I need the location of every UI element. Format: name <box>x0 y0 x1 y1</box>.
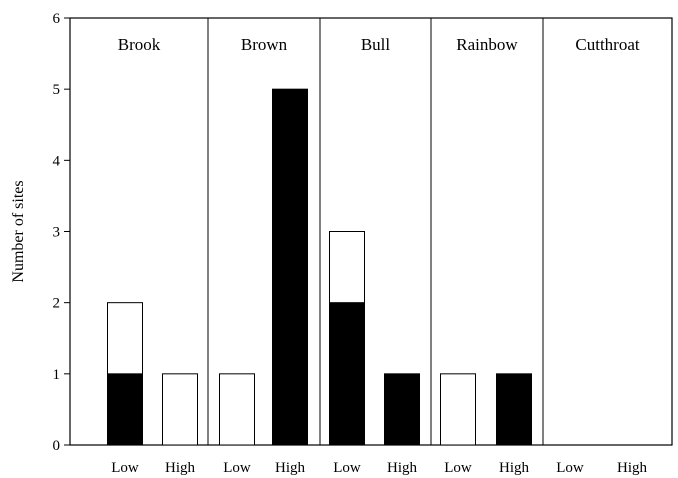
panel-label: Rainbow <box>456 35 518 54</box>
panel-label: Brown <box>241 35 288 54</box>
y-tick-label: 4 <box>53 153 61 169</box>
x-category-label: Low <box>444 460 472 476</box>
x-category-label: Low <box>111 460 139 476</box>
y-tick-label: 1 <box>53 367 61 383</box>
panel-label: Cutthroat <box>575 35 639 54</box>
x-category-label: High <box>165 460 196 476</box>
x-category-label: High <box>387 460 418 476</box>
panel-label: Brook <box>118 35 161 54</box>
x-category-label: Low <box>556 460 584 476</box>
y-axis-label: Number of sites <box>10 180 27 282</box>
x-category-label: High <box>617 460 648 476</box>
y-tick-label: 0 <box>53 438 61 454</box>
bar-open <box>440 373 476 446</box>
bar-open <box>219 373 255 446</box>
bar-open <box>162 373 198 446</box>
x-category-label: High <box>499 460 530 476</box>
y-tick-label: 3 <box>53 225 61 241</box>
bar-solid <box>329 302 365 446</box>
panel-label: Bull <box>361 35 391 54</box>
y-tick-label: 6 <box>53 11 61 27</box>
x-category-label: Low <box>223 460 251 476</box>
bar-solid <box>496 373 532 446</box>
plot-frame <box>69 17 673 446</box>
y-tick-label: 5 <box>53 82 61 98</box>
bar-solid <box>272 88 308 446</box>
bar-solid <box>384 373 420 446</box>
bar-solid <box>107 373 143 446</box>
x-category-label: Low <box>333 460 361 476</box>
y-tick-label: 2 <box>53 296 61 312</box>
x-category-label: High <box>275 460 306 476</box>
bar-open <box>107 302 143 375</box>
bar-open <box>329 231 365 304</box>
